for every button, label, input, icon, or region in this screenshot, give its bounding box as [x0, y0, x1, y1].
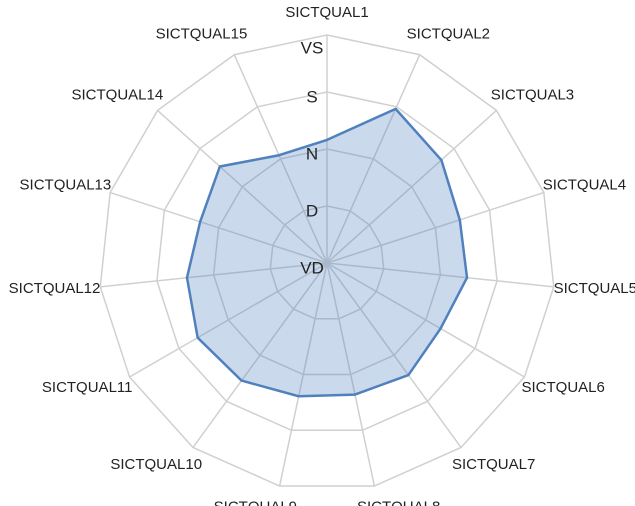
y-tick-label: VS [301, 38, 324, 57]
category-label: SICTQUAL13 [20, 177, 112, 194]
spoke [192, 262, 328, 448]
grid-ring [212, 148, 442, 376]
spoke [100, 262, 328, 288]
category-label: SICTQUAL2 [407, 26, 490, 43]
grid-ring [156, 91, 498, 432]
category-label: SICTQUAL3 [491, 87, 574, 104]
category-label: SICTQUAL12 [9, 280, 101, 297]
category-label: SICTQUAL10 [110, 456, 202, 473]
spoke [326, 191, 545, 264]
spoke [129, 262, 328, 378]
spoke [326, 262, 462, 448]
grid-ring [99, 34, 555, 487]
category-label: SICTQUAL9 [214, 499, 297, 506]
spoke [109, 191, 328, 264]
category-label: SICTQUAL8 [357, 499, 440, 506]
category-label: SICTQUAL15 [156, 26, 248, 43]
category-label: SICTQUAL5 [554, 280, 635, 297]
spoke [157, 109, 328, 264]
spoke [278, 262, 328, 487]
spoke [326, 262, 525, 378]
category-label: SICTQUAL4 [543, 177, 626, 194]
y-tick-label: S [306, 87, 317, 106]
y-tick-label: D [306, 201, 318, 220]
spoke [326, 262, 554, 288]
spoke [233, 54, 328, 264]
spoke [326, 262, 376, 487]
category-label: SICTQUAL14 [72, 87, 164, 104]
category-label: SICTQUAL6 [522, 379, 605, 396]
category-label: SICTQUAL11 [42, 379, 133, 396]
category-label: SICTQUAL7 [452, 456, 535, 473]
spoke [326, 109, 497, 264]
grid-ring [269, 205, 385, 320]
radar-area [185, 107, 469, 398]
spoke [326, 54, 421, 264]
category-label: SICTQUAL1 [285, 4, 368, 21]
y-tick-label: N [306, 144, 318, 163]
y-tick-label: VD [300, 258, 324, 277]
